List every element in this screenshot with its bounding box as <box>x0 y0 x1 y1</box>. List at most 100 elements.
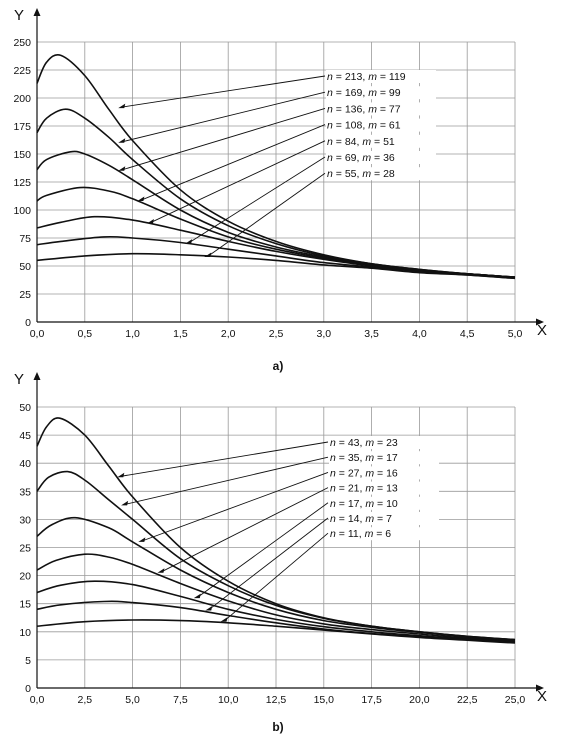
legend-label-bg <box>329 512 439 525</box>
y-tick-label: 250 <box>13 37 31 49</box>
leader-line <box>122 91 326 143</box>
legend-label: n = 17, m = 10 <box>330 498 398 510</box>
legend-text: m <box>365 498 374 510</box>
legend-label-bg <box>329 451 439 465</box>
legend-text: = <box>333 152 345 164</box>
legend-text: , <box>357 136 363 148</box>
legend-value: 84 <box>345 136 357 148</box>
leader-line <box>142 471 329 542</box>
legend-text: m <box>368 87 377 99</box>
legend-text: = <box>377 87 389 99</box>
series-line <box>36 580 516 643</box>
x-tick-label: 2,5 <box>77 694 92 706</box>
y-tick-label: 45 <box>19 430 31 442</box>
legend-label-bg <box>329 481 439 495</box>
legend-value: 99 <box>389 87 401 99</box>
legend-text: = <box>373 528 385 540</box>
legend-text: = <box>336 528 348 540</box>
leader-line <box>161 487 329 573</box>
legend-text: n <box>327 168 333 180</box>
legend-text: = <box>333 87 345 99</box>
legend-text: = <box>333 120 345 132</box>
legend-text: m <box>362 168 371 180</box>
legend-value: 13 <box>386 483 398 495</box>
legend-text: m <box>365 513 374 525</box>
legend-label: n = 169, m = 99 <box>327 87 401 99</box>
legend-label-bg <box>326 70 436 83</box>
series-line <box>36 553 516 641</box>
legend-text: , <box>360 437 366 449</box>
legend-text: m <box>365 437 374 449</box>
legend-value: 16 <box>386 467 398 479</box>
legend-label: n = 43, m = 23 <box>330 437 398 449</box>
legend-text: n <box>327 120 333 132</box>
x-tick-label: 20,0 <box>409 694 430 706</box>
legend-text: = <box>336 437 348 449</box>
leader-arrow <box>118 166 126 171</box>
chart-panel-a: 0,0 0,5 1,0 1,5 2,0 2,5 3,0 3,5 4,0 4,5 5,0 0 25 50 75… <box>13 7 547 373</box>
legend-text: = <box>377 120 389 132</box>
x-axis-arrow <box>536 684 544 692</box>
legend-value: 17 <box>348 498 360 510</box>
legend-text: n <box>327 87 333 99</box>
legend-value: 7 <box>386 513 392 525</box>
legend-value: 51 <box>383 136 395 148</box>
legend-label-bg <box>326 86 436 100</box>
leader-arrow <box>138 537 146 542</box>
legend-label-bg <box>329 466 439 480</box>
x-tick-label: 1,0 <box>125 328 140 340</box>
legend-text: m <box>362 136 371 148</box>
leader-line <box>125 456 329 505</box>
x-tick-label: 1,5 <box>173 328 188 340</box>
x-axis-arrow <box>536 318 544 326</box>
leader-line <box>224 532 329 622</box>
legend-text: , <box>362 71 368 83</box>
y-tick-label: 50 <box>19 402 31 414</box>
leader-line <box>188 156 326 243</box>
legend-value: 10 <box>386 498 398 510</box>
legend-text: , <box>360 513 366 525</box>
legend-text: n <box>330 528 336 540</box>
legend-label-bg <box>329 527 439 541</box>
leader-line <box>141 124 326 201</box>
legend-text: , <box>360 452 366 464</box>
legend-value: 169 <box>345 87 363 99</box>
legend-value: 36 <box>383 152 395 164</box>
legend-text: m <box>365 467 374 479</box>
legend-text: , <box>360 498 366 510</box>
legend-text: = <box>374 452 386 464</box>
legend-text: = <box>371 136 383 148</box>
legend-text: = <box>374 483 386 495</box>
legend-text: , <box>357 152 363 164</box>
leader-arrow <box>204 252 212 258</box>
legend-value: 17 <box>386 452 398 464</box>
series-line <box>36 516 516 641</box>
leader-line <box>150 140 326 223</box>
x-tick-label: 25,0 <box>505 694 526 706</box>
legend-label-bg <box>326 118 436 132</box>
legend-text: = <box>333 136 345 148</box>
leader-arrow <box>205 605 213 611</box>
legend-value: 77 <box>389 103 401 115</box>
leader-arrow <box>118 103 126 109</box>
y-tick-label: 225 <box>13 65 31 77</box>
legend-text: = <box>371 152 383 164</box>
leader-line <box>208 172 326 257</box>
leader-line <box>208 517 329 610</box>
legend-label: n = 84, m = 51 <box>327 136 395 148</box>
legend-text: = <box>336 452 348 464</box>
x-tick-label: 17,5 <box>361 694 382 706</box>
y-tick-label: 0 <box>25 683 31 695</box>
legend-text: m <box>365 528 374 540</box>
legend-label: n = 21, m = 13 <box>330 483 398 495</box>
x-tick-label: 0,0 <box>30 694 45 706</box>
legend-label-bg <box>326 102 436 116</box>
series-line <box>36 235 516 280</box>
y-tick-label: 25 <box>19 289 31 301</box>
y-tick-label: 75 <box>19 233 31 245</box>
legend-text: m <box>365 483 374 495</box>
legend-label: n = 27, m = 16 <box>330 467 398 479</box>
legend-value: 21 <box>348 483 360 495</box>
